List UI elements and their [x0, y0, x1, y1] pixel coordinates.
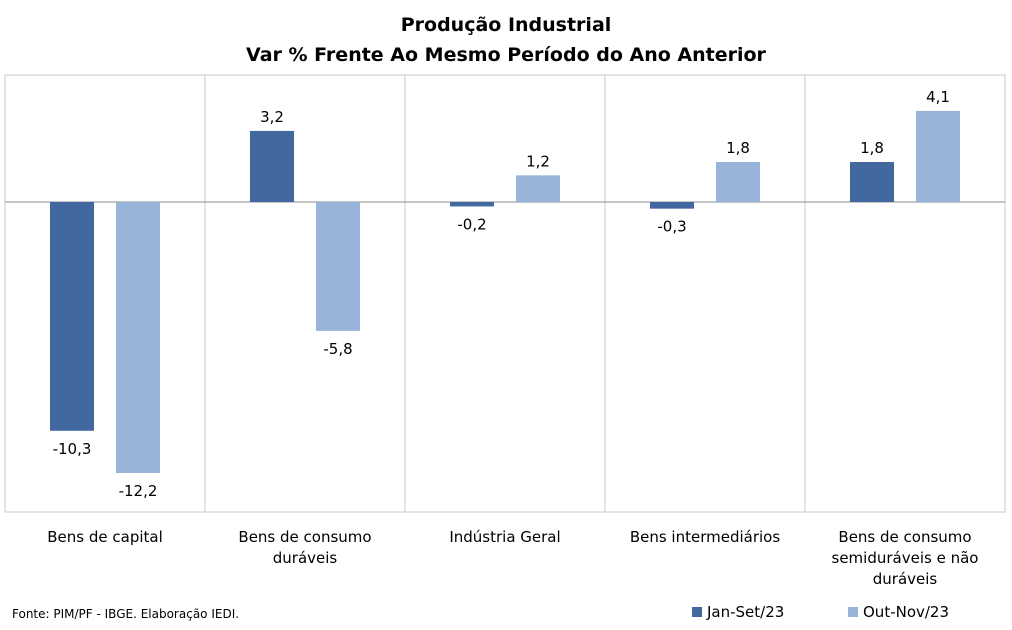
category-label-3: Indústria Geral [449, 528, 560, 546]
bars [50, 110, 960, 473]
bar-jan-set-4 [650, 202, 694, 209]
bar-jan-set-1 [50, 202, 94, 431]
bar-jan-set-2 [250, 130, 294, 202]
legend-label-2: Out-Nov/23 [863, 603, 949, 621]
data-labels: -10,3 -12,2 3,2 -5,8 -0,2 1,2 -0,3 1,8 1,8 4,1 [53, 88, 950, 500]
data-label: 1,8 [726, 139, 750, 157]
bar-out-nov-3 [516, 175, 560, 202]
category-label-4: Bens intermediários [630, 528, 781, 546]
data-label: -5,8 [323, 340, 352, 358]
bar-out-nov-1 [116, 202, 160, 473]
category-label-5: Bens de consumo semiduráveis e não durávei… [832, 528, 979, 588]
data-label: -12,2 [119, 482, 158, 500]
legend-label-1: Jan-Set/23 [706, 603, 784, 621]
chart-title-line-1: Produção Industrial [401, 14, 612, 36]
data-label: -0,2 [457, 215, 486, 233]
data-label: 4,1 [926, 88, 950, 106]
legend-swatch-2 [848, 607, 858, 617]
category-label-1: Bens de capital [47, 528, 163, 546]
category-labels: Bens de capital Bens de consumo duráveis In… [47, 528, 978, 588]
bar-jan-set-3 [450, 202, 494, 207]
bar-out-nov-2 [316, 202, 360, 331]
legend: Jan-Set/23 Out-Nov/23 [692, 603, 949, 621]
chart-title: Produção Industrial Var % Frente Ao Mesmo… [246, 14, 767, 66]
chart-title-line-2: Var % Frente Ao Mesmo Período do Ano Ant… [246, 44, 767, 66]
bar-out-nov-4 [716, 162, 760, 202]
plot-frame [4, 74, 1006, 513]
data-label: -0,3 [657, 218, 686, 236]
data-label: 1,2 [526, 152, 550, 170]
plot-border [4, 74, 1006, 513]
legend-swatch-1 [692, 607, 702, 617]
data-label: -10,3 [53, 440, 92, 458]
bar-out-nov-5 [916, 110, 960, 202]
source-note: Fonte: PIM/PF - IBGE. Elaboração IEDI. [12, 607, 239, 621]
data-label: 1,8 [860, 139, 884, 157]
data-label: 3,2 [260, 108, 284, 126]
bar-jan-set-5 [850, 162, 894, 202]
category-label-2: Bens de consumo duráveis [238, 528, 371, 567]
